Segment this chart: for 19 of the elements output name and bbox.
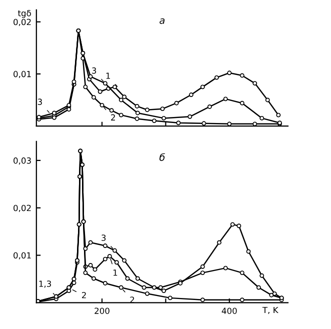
- y-tick-label: 0,03: [14, 157, 31, 165]
- x-axis-title: T, K: [262, 306, 278, 314]
- annotation: 3: [38, 98, 42, 105]
- x-tick-label: 200: [94, 308, 110, 314]
- annotation: 1,3: [39, 280, 51, 288]
- annotation: 3: [92, 67, 96, 74]
- annotation: а: [160, 18, 165, 24]
- annotation: б: [160, 153, 165, 161]
- annotation: 1: [106, 72, 110, 79]
- annotation: 1: [113, 270, 118, 276]
- y-tick-label: 0,02: [14, 204, 31, 212]
- y-tick-label: 0,01: [14, 252, 31, 260]
- annotation: 2: [82, 292, 86, 298]
- y-tick-label: 0,01: [14, 70, 31, 78]
- y-tick-label: 0,02: [14, 18, 31, 26]
- annotation: 2: [111, 114, 115, 120]
- annotation: 3: [102, 234, 106, 241]
- x-tick-label: 400: [222, 308, 237, 314]
- y-axis-title: tgδ: [18, 10, 31, 18]
